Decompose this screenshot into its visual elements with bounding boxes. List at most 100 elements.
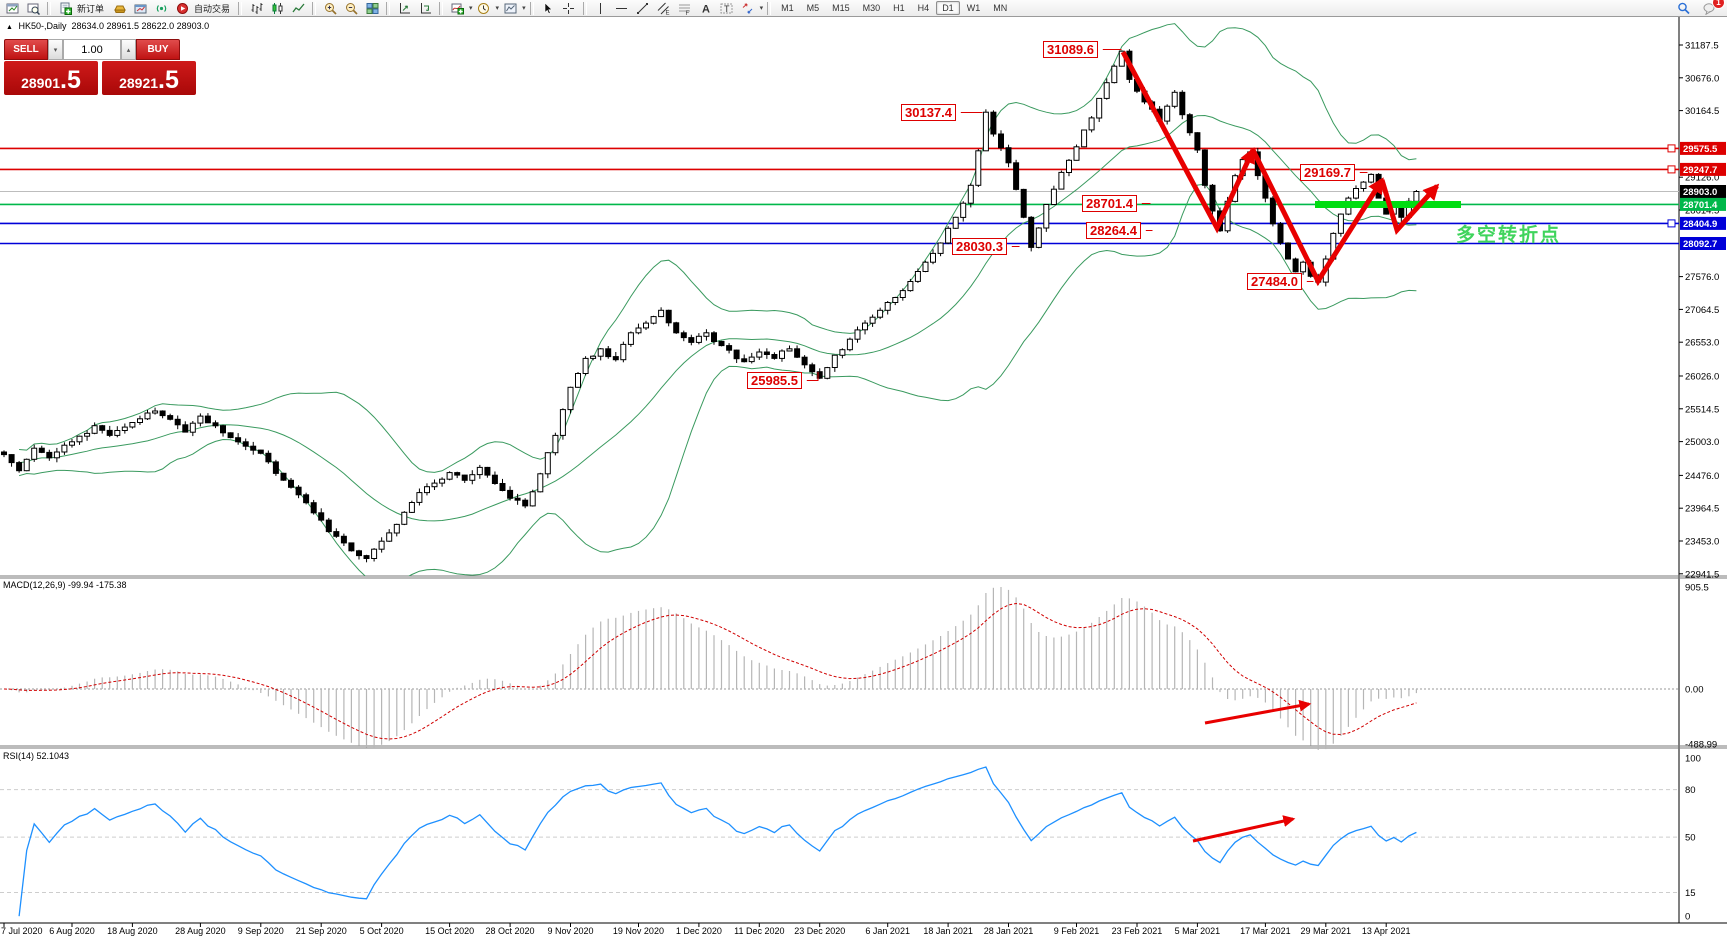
price-callout[interactable]: 28030.3 (952, 238, 1007, 255)
bars-chart-icon[interactable] (246, 1, 266, 16)
vline-icon[interactable] (591, 1, 611, 16)
price-callout[interactable]: 28701.4 (1082, 195, 1137, 212)
text-label-icon[interactable]: T (717, 1, 737, 16)
gold-ingot-icon[interactable] (109, 1, 129, 16)
crosshair-icon[interactable] (559, 1, 579, 16)
annotation-text[interactable]: 多空转折点 (1456, 225, 1562, 246)
buy-button[interactable]: BUY (136, 39, 180, 60)
periods-clock-icon[interactable] (474, 1, 494, 16)
auto-trading-label[interactable]: 自动交易 (194, 3, 231, 14)
date-label: 6 Jan 2021 (865, 926, 910, 936)
panel-tester-icon[interactable] (415, 1, 435, 16)
cursor-icon[interactable] (538, 1, 558, 16)
search-icon[interactable] (1673, 1, 1693, 16)
timeframe-button-h1[interactable]: H1 (893, 3, 905, 13)
price-callout[interactable]: 27484.0 (1247, 273, 1302, 290)
line-handle[interactable] (1667, 219, 1676, 228)
time-axis[interactable]: 7 Jul 2020 6 Aug 2020 18 Aug 2020 28 Aug 20… (0, 925, 1727, 941)
price-callout[interactable]: 31089.6 (1043, 41, 1098, 58)
svg-text:23453.0: 23453.0 (1685, 537, 1719, 548)
timeframe-button-m15[interactable]: M15 (832, 3, 850, 13)
hline-icon[interactable] (612, 1, 632, 16)
chevron-down-icon[interactable]: ▾ (522, 5, 526, 12)
date-label: 28 Aug 2020 (175, 926, 226, 936)
volume-increment-button[interactable]: ▴ (121, 39, 136, 60)
collapse-triangle-icon[interactable]: ▲ (6, 24, 13, 31)
svg-text:50: 50 (1685, 833, 1696, 844)
notifications-icon[interactable]: 1 (1699, 0, 1725, 16)
chart-upload-icon[interactable] (130, 1, 150, 16)
date-label: 13 Apr 2021 (1361, 926, 1411, 936)
arrows-icon[interactable] (738, 1, 758, 16)
price-callout[interactable]: 28264.4 (1086, 222, 1141, 239)
chevron-down-icon[interactable]: ▾ (759, 5, 764, 12)
fibonacci-icon[interactable]: F (675, 1, 695, 16)
tile-windows-icon[interactable] (362, 1, 382, 16)
svg-text:28903.0: 28903.0 (1683, 187, 1717, 198)
date-label: 11 Dec 2020 (734, 926, 785, 936)
trend-arrow[interactable] (1120, 50, 1256, 234)
zoom-out-icon[interactable] (341, 1, 361, 16)
chart-search-icon[interactable] (23, 1, 43, 16)
price-callout[interactable]: 30137.4 (901, 104, 956, 121)
date-label: 5 Oct 2020 (359, 926, 404, 936)
svg-text:A: A (702, 3, 710, 15)
price-badge (1680, 162, 1726, 176)
volume-decrement-button[interactable]: ▾ (48, 39, 63, 60)
sell-price-display[interactable]: 28901.5 (4, 61, 98, 95)
svg-text:0: 0 (1685, 912, 1690, 923)
date-label: 6 Aug 2020 (49, 926, 95, 936)
timeframe-button-m30[interactable]: M30 (862, 3, 881, 13)
chevron-down-icon[interactable]: ▾ (469, 5, 473, 12)
timeframe-button-m5[interactable]: M5 (806, 3, 820, 13)
rsi-trend-arrow[interactable] (1192, 815, 1296, 843)
svg-text:28404.9: 28404.9 (1683, 219, 1717, 230)
timeframe-button-h4[interactable]: H4 (917, 3, 930, 13)
svg-text:905.5: 905.5 (1685, 583, 1709, 594)
macd-signal-line (3, 602, 1417, 740)
trend-arrow[interactable] (1379, 179, 1440, 235)
candles-chart-icon[interactable] (267, 1, 287, 16)
date-label: 9 Feb 2021 (1053, 926, 1100, 936)
new-order-label[interactable]: 新订单 (77, 3, 105, 14)
date-label: 7 Jul 2020 (1, 926, 43, 936)
trendline-icon[interactable] (633, 1, 653, 16)
line-handle[interactable] (1667, 165, 1676, 174)
macd-trend-arrow[interactable] (1204, 699, 1312, 725)
svg-text:T: T (724, 4, 730, 14)
new-order-icon[interactable] (55, 1, 75, 16)
candlestick-series (1, 49, 1420, 563)
chart-window-icon[interactable] (2, 1, 22, 16)
auto-trading-icon[interactable] (172, 1, 192, 16)
buy-price-display[interactable]: 28921.5 (102, 61, 196, 95)
price-callout[interactable]: 25985.5 (747, 372, 802, 389)
toolbar-separator (47, 1, 51, 15)
date-label: 18 Jan 2021 (923, 926, 973, 936)
line-handle[interactable] (1667, 144, 1676, 153)
text-a-icon[interactable]: A (696, 1, 716, 16)
date-label: 19 Nov 2020 (612, 926, 664, 936)
trend-arrow[interactable] (1250, 148, 1385, 287)
sell-button[interactable]: SELL (4, 39, 48, 60)
timeframe-button-w1[interactable]: W1 (966, 3, 981, 13)
panel-data-icon[interactable] (394, 1, 414, 16)
date-label: 17 Mar 2021 (1240, 926, 1291, 936)
timeframe-button-m1[interactable]: M1 (781, 3, 794, 13)
signal-icon[interactable] (151, 1, 171, 16)
line-chart-icon[interactable] (288, 1, 308, 16)
volume-input[interactable]: 1.00 (63, 39, 121, 60)
svg-text:24476.0: 24476.0 (1685, 471, 1719, 482)
timeframe-button-mn[interactable]: MN (993, 3, 1008, 13)
notification-badge: 1 (1712, 0, 1725, 9)
zoom-in-icon[interactable] (320, 1, 340, 16)
svg-text:25003.0: 25003.0 (1685, 437, 1719, 448)
channel-icon[interactable]: E (654, 1, 674, 16)
one-click-trading-panel: SELL ▾ 1.00 ▴ BUY 28901.5 28921.5 (4, 39, 196, 95)
timeframe-button-d1[interactable]: D1 (936, 1, 960, 15)
chevron-down-icon[interactable]: ▾ (495, 5, 500, 12)
template-chart-icon[interactable] (500, 1, 520, 16)
indicator-add-icon[interactable] (447, 1, 467, 16)
price-callout[interactable]: 29169.7 (1300, 164, 1355, 181)
